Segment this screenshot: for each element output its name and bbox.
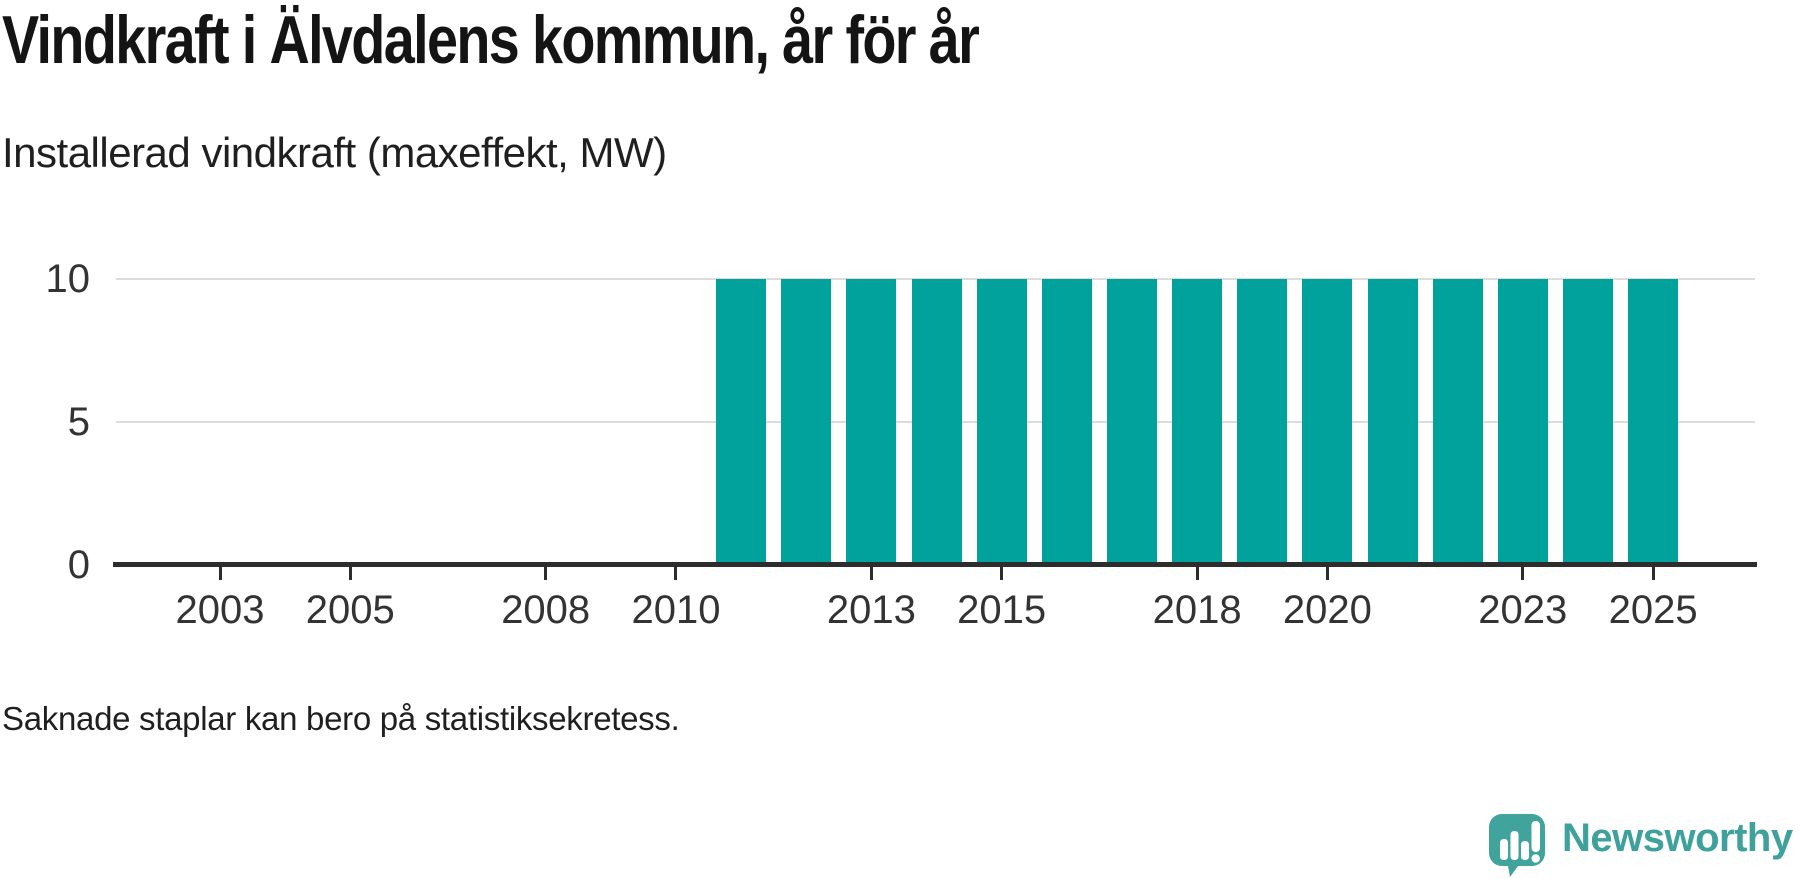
bar-2021 xyxy=(1367,279,1418,565)
x-tick-2008 xyxy=(544,567,548,580)
chart-subtitle: Installerad vindkraft (maxeffekt, MW) xyxy=(2,129,667,176)
x-tick-2005 xyxy=(348,567,352,580)
x-tick-label-2023: 2023 xyxy=(1478,588,1568,632)
chart-title: Vindkraft i Älvdalens kommun, år för år xyxy=(2,2,980,78)
x-axis-line xyxy=(113,562,1757,567)
x-tick-label-2020: 2020 xyxy=(1282,588,1372,632)
x-tick-2023 xyxy=(1521,567,1525,580)
x-tick-label-2003: 2003 xyxy=(175,588,265,632)
footnote: Saknade staplar kan bero på statistiksek… xyxy=(2,700,680,737)
x-tick-2013 xyxy=(869,567,873,580)
bar-2017 xyxy=(1106,279,1157,565)
bar-2016 xyxy=(1041,279,1092,565)
x-tick-label-2008: 2008 xyxy=(501,588,591,632)
bar-2019 xyxy=(1237,279,1288,565)
bar-2013 xyxy=(846,279,897,565)
x-tick-2015 xyxy=(1000,567,1004,580)
bar-2015 xyxy=(976,279,1027,565)
x-tick-label-2010: 2010 xyxy=(631,588,721,632)
brand-name: Newsworthy xyxy=(1562,816,1793,860)
brand-lockup: Newsworthy xyxy=(1488,813,1793,878)
y-tick-label-0: 0 xyxy=(67,543,90,587)
x-tick-2018 xyxy=(1195,567,1199,580)
x-tick-label-2015: 2015 xyxy=(957,588,1047,632)
newsworthy-logo-icon xyxy=(1489,814,1545,877)
bar-2018 xyxy=(1172,279,1223,565)
x-tick-2020 xyxy=(1325,567,1329,580)
y-tick-label-5: 5 xyxy=(67,400,90,444)
bar-2011 xyxy=(716,279,767,565)
x-tick-label-2005: 2005 xyxy=(305,588,395,632)
bar-2014 xyxy=(911,279,962,565)
x-tick-label-2018: 2018 xyxy=(1152,588,1242,632)
x-tick-2025 xyxy=(1651,567,1655,580)
bar-2024 xyxy=(1562,279,1613,565)
bar-2020 xyxy=(1302,279,1353,565)
bar-2025 xyxy=(1628,279,1679,565)
x-tick-label-2025: 2025 xyxy=(1608,588,1698,632)
bar-2022 xyxy=(1432,279,1483,565)
x-tick-label-2013: 2013 xyxy=(826,588,916,632)
bar-2012 xyxy=(781,279,832,565)
x-tick-2003 xyxy=(218,567,222,580)
y-tick-label-10: 10 xyxy=(45,257,91,301)
bar-2023 xyxy=(1497,279,1548,565)
x-tick-2010 xyxy=(674,567,678,580)
